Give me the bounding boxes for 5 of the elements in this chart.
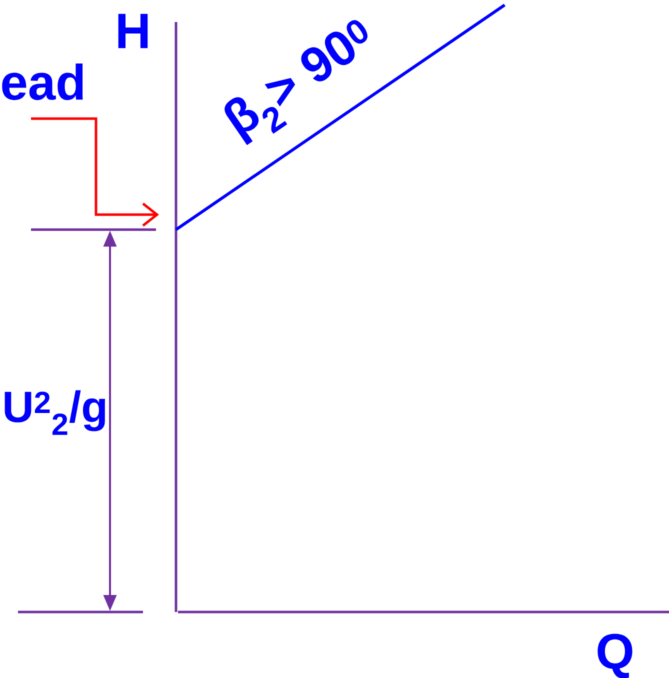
x-axis-title: Q	[598, 634, 632, 678]
text: ead	[2, 63, 83, 100]
text: β$_{2}$> 90$^{0}$	[224, 20, 368, 146]
text: U$^{2}$$_{2}$/g	[4, 390, 106, 435]
y-axis-title: H	[118, 14, 148, 48]
